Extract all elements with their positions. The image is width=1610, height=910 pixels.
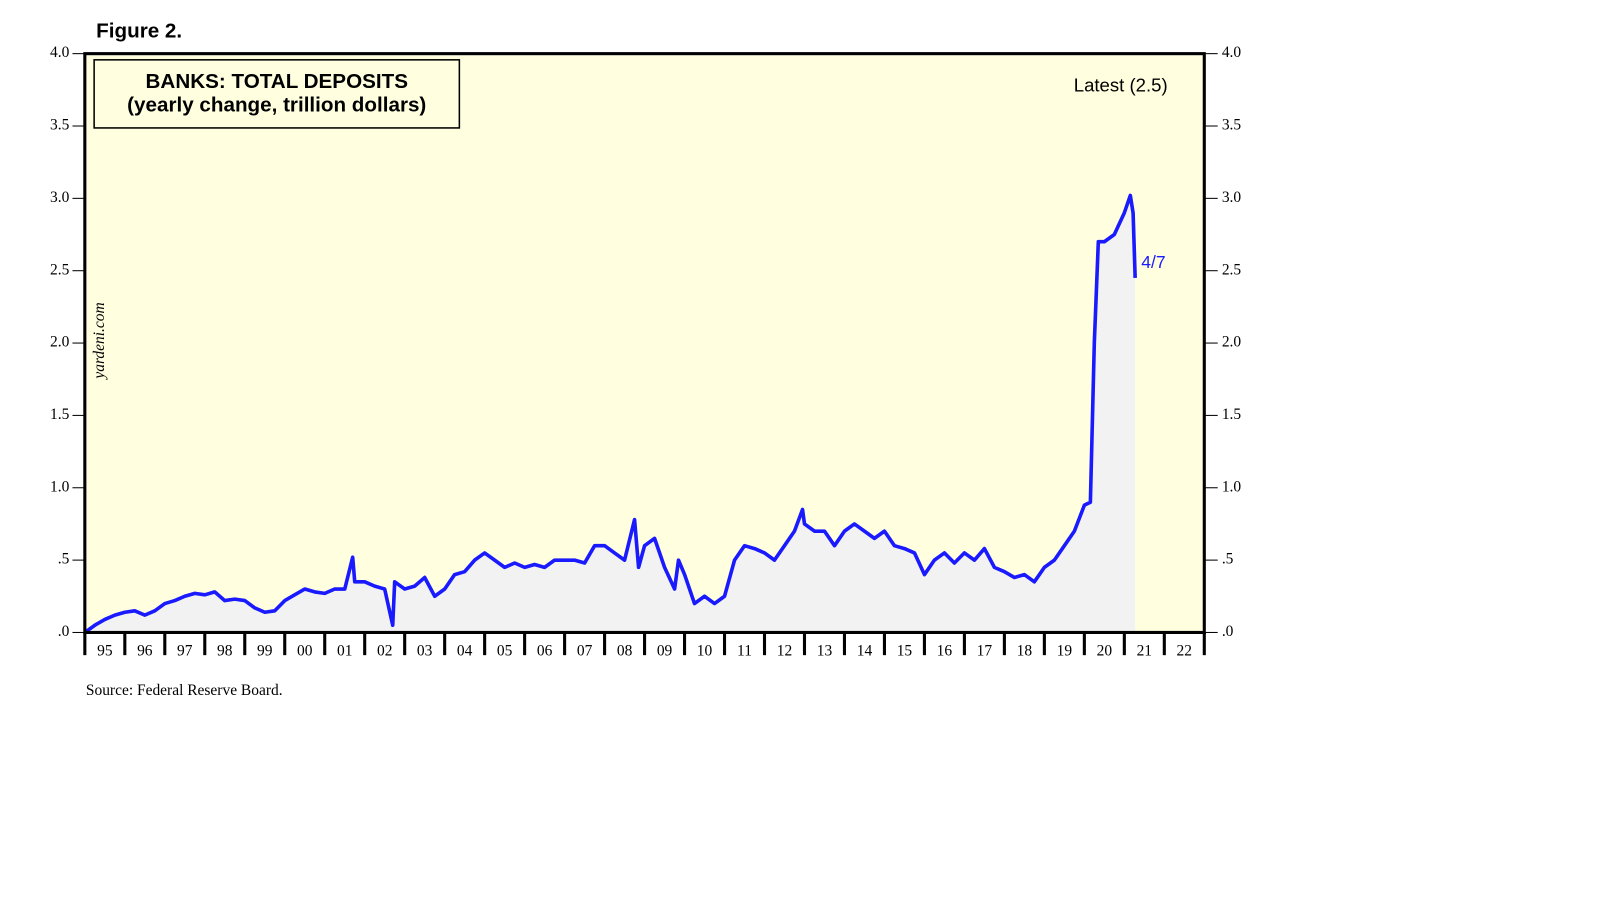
y-tick-label: 2.5 <box>50 261 70 278</box>
y2-tick-label: .5 <box>1222 551 1234 568</box>
x-tick-label: 16 <box>937 643 953 660</box>
y-tick-label: 1.5 <box>50 406 70 423</box>
y2-tick-label: 4.0 <box>1222 44 1242 61</box>
x-tick-label: 00 <box>297 643 313 660</box>
y2-tick-label: 2.5 <box>1222 261 1242 278</box>
x-tick-label: 19 <box>1057 643 1073 660</box>
y-tick-label: 3.5 <box>50 117 70 134</box>
y-tick-label: 3.0 <box>50 189 70 206</box>
watermark: yardeni.com <box>91 302 108 380</box>
x-tick-label: 95 <box>97 643 113 660</box>
x-tick-label: 08 <box>617 643 633 660</box>
chart-title: BANKS: TOTAL DEPOSITS <box>146 70 408 93</box>
y2-tick-label: 1.5 <box>1222 406 1242 423</box>
x-tick-label: 03 <box>417 643 433 660</box>
y2-tick-label: .0 <box>1222 623 1234 640</box>
x-tick-label: 02 <box>377 643 392 660</box>
x-tick-label: 22 <box>1177 643 1192 660</box>
y2-tick-label: 1.0 <box>1222 478 1242 495</box>
y-tick-label: 1.0 <box>50 478 70 495</box>
x-tick-label: 15 <box>897 643 913 660</box>
x-tick-label: 04 <box>457 643 473 660</box>
x-tick-label: 21 <box>1137 643 1152 660</box>
source: Source: Federal Reserve Board. <box>86 682 283 699</box>
x-tick-label: 13 <box>817 643 833 660</box>
y-tick-label: 2.0 <box>50 334 70 351</box>
x-tick-label: 12 <box>777 643 792 660</box>
x-tick-label: 17 <box>977 643 993 660</box>
y-tick-label: .0 <box>58 623 70 640</box>
x-tick-label: 01 <box>337 643 352 660</box>
x-tick-label: 18 <box>1017 643 1033 660</box>
plot-area <box>84 53 1205 633</box>
y-tick-label: .5 <box>58 551 70 568</box>
title-box <box>93 59 461 129</box>
x-tick-label: 10 <box>697 643 713 660</box>
area <box>84 195 1136 633</box>
annotation: Latest (2.5) <box>1074 75 1168 96</box>
x-tick-label: 05 <box>497 643 513 660</box>
y2-tick-label: 3.5 <box>1222 117 1242 134</box>
figure-label: Figure 2. <box>96 19 182 42</box>
x-tick-label: 20 <box>1097 643 1113 660</box>
chart-subtitle: (yearly change, trillion dollars) <box>127 94 426 117</box>
x-tick-label: 97 <box>177 643 193 660</box>
x-tick-label: 99 <box>257 643 273 660</box>
y-tick-label: 4.0 <box>50 44 70 61</box>
x-tick-label: 98 <box>217 643 233 660</box>
y2-tick-label: 3.0 <box>1222 189 1242 206</box>
x-tick-label: 96 <box>137 643 153 660</box>
end-label: 4/7 <box>1141 252 1165 272</box>
x-tick-label: 09 <box>657 643 673 660</box>
y2-tick-label: 2.0 <box>1222 334 1242 351</box>
x-tick-label: 11 <box>737 643 752 660</box>
x-tick-label: 14 <box>857 643 873 660</box>
line <box>83 193 1137 634</box>
x-tick-label: 06 <box>537 643 553 660</box>
x-tick-label: 07 <box>577 643 593 660</box>
